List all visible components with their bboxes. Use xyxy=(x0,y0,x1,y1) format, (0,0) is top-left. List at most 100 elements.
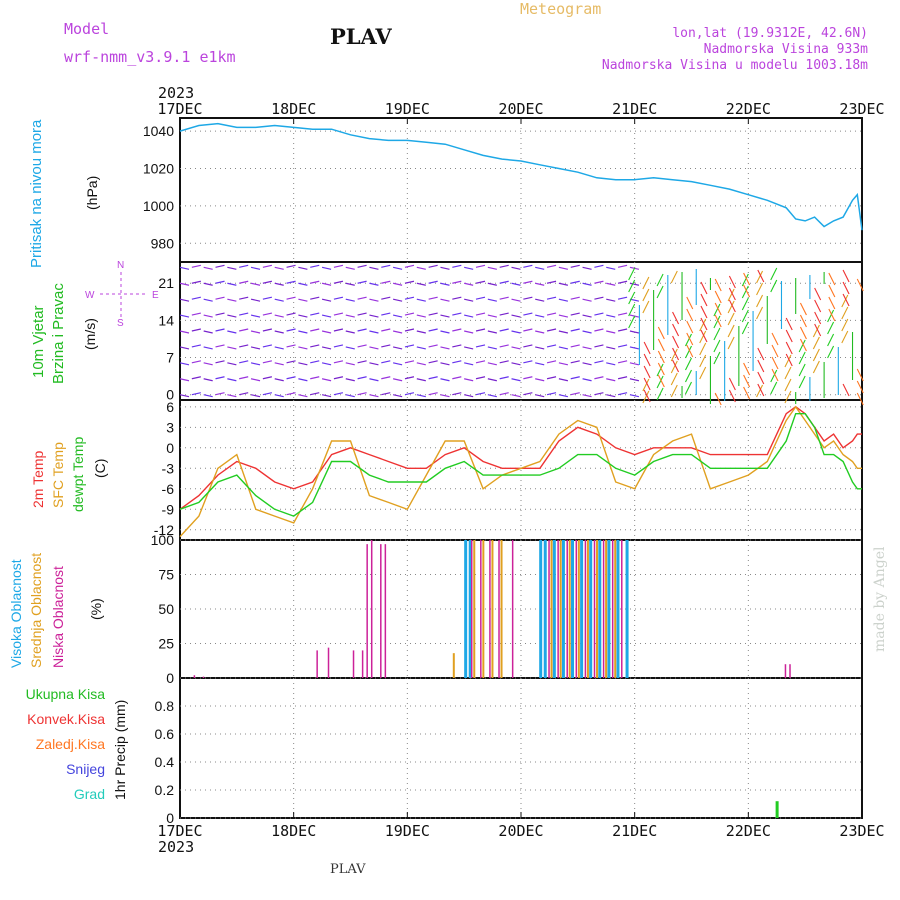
cloud-bar-low xyxy=(384,544,387,678)
cloud-bar-high xyxy=(552,540,556,678)
y-tick-label-1: 0 xyxy=(166,387,174,403)
wind-barb xyxy=(239,328,249,332)
wind-barb xyxy=(672,323,680,337)
wind-barb xyxy=(546,344,557,348)
wind-barb xyxy=(404,280,415,284)
y-tick-label-2: 3 xyxy=(166,419,174,435)
wind-barbs xyxy=(179,264,864,406)
y-tick-label-1: 7 xyxy=(166,350,174,366)
wind-barb xyxy=(369,282,379,286)
cloud-bar-mid xyxy=(614,540,617,678)
wind-barb xyxy=(310,280,320,284)
wind-barb xyxy=(310,344,320,348)
wind-barb xyxy=(452,280,462,284)
wind-barb xyxy=(798,363,806,377)
wind-barb xyxy=(814,323,822,337)
cloud-bar-mid xyxy=(605,540,608,678)
wind-barb xyxy=(250,378,261,382)
wind-barb xyxy=(594,344,604,348)
wind-barb xyxy=(756,270,764,284)
wind-barb xyxy=(404,392,415,396)
wind-barb xyxy=(191,344,201,348)
wind-barb xyxy=(499,264,509,268)
wind-barb xyxy=(262,312,273,316)
wind-barb xyxy=(523,280,533,284)
wind-barb xyxy=(629,282,640,286)
x-tick-label-bottom: 20DEC xyxy=(498,822,543,840)
wind-barb xyxy=(274,346,284,350)
cloud-bar-mid xyxy=(491,540,494,678)
x-tick-label-top: 21DEC xyxy=(612,100,657,118)
footer-title: PLAV xyxy=(330,862,366,877)
wind-barb xyxy=(227,330,237,334)
wind-barb xyxy=(727,300,735,314)
cloud-bar-low xyxy=(316,650,318,678)
wind-barb xyxy=(227,266,237,270)
y-tick-label-4: 0.6 xyxy=(155,726,175,742)
wind-barb xyxy=(594,312,604,316)
wind-barb xyxy=(357,344,367,348)
cloud-bar-mid xyxy=(559,540,562,678)
wind-barb xyxy=(511,394,521,398)
wind-barb xyxy=(392,282,403,286)
wind-barb xyxy=(499,392,509,396)
wind-barb xyxy=(841,294,849,308)
wind-barb xyxy=(606,266,616,270)
wind-barb xyxy=(511,266,521,270)
wind-barb xyxy=(643,389,651,403)
wind-barb xyxy=(686,344,694,358)
precip-legend-total: Ukupna Kisa xyxy=(25,686,105,702)
wind-barb xyxy=(404,376,415,380)
compass-e: E xyxy=(152,290,159,301)
wind-barb xyxy=(841,330,849,344)
wind-barb xyxy=(286,312,296,316)
wind-barb xyxy=(642,390,650,404)
wind-barb xyxy=(416,394,426,398)
cloud-bar-low xyxy=(584,540,587,678)
wind-barb xyxy=(842,293,850,307)
wind-barb xyxy=(191,264,201,268)
cloud-bar-high xyxy=(571,540,575,678)
wind-barb xyxy=(262,344,273,348)
wind-barb xyxy=(570,280,580,284)
wind-barb xyxy=(381,360,391,364)
wind-barb xyxy=(487,330,497,334)
wind-barb xyxy=(333,360,344,364)
model-name: wrf-nmm_v3.9.1 e1km xyxy=(64,48,236,66)
y-tick-label-4: 0 xyxy=(166,810,174,826)
wind-barb xyxy=(345,282,355,286)
wind-barb xyxy=(812,336,820,350)
wind-barb xyxy=(617,280,628,284)
wind-barb xyxy=(511,314,521,318)
wind-barb xyxy=(799,338,807,352)
wind-barb xyxy=(369,346,379,350)
wind-barb xyxy=(464,282,474,286)
wind-barb xyxy=(546,296,557,300)
wind-barb xyxy=(714,392,722,406)
wind-barb xyxy=(828,284,836,298)
pressure-line xyxy=(179,122,863,231)
wind-barb xyxy=(799,326,807,340)
wind-barb xyxy=(814,287,822,301)
wind-barb xyxy=(215,376,225,380)
wind-barb xyxy=(643,341,651,355)
wind-barb xyxy=(713,315,721,329)
wind-barb xyxy=(799,314,807,328)
x-tick-label-top: 17DEC xyxy=(157,100,202,118)
wind-barb xyxy=(345,346,355,350)
wind-barb xyxy=(699,330,707,344)
wind-barb xyxy=(203,298,213,302)
wind-barb xyxy=(523,312,533,316)
wind-barb xyxy=(475,312,486,316)
wind-barb xyxy=(628,267,636,281)
cloud-bar-high xyxy=(543,540,547,678)
wind-barb xyxy=(392,378,403,382)
temp-series-line xyxy=(179,405,862,538)
wind-barb xyxy=(511,298,521,302)
precip-legend-convective: Konvek.Kisa xyxy=(27,711,105,727)
wind-barb xyxy=(771,356,779,370)
compass-s: S xyxy=(117,318,124,329)
wind-barb xyxy=(464,298,474,302)
wind-barb xyxy=(558,314,569,318)
precip-legend-freezing: Zaledj.Kisa xyxy=(35,736,105,752)
